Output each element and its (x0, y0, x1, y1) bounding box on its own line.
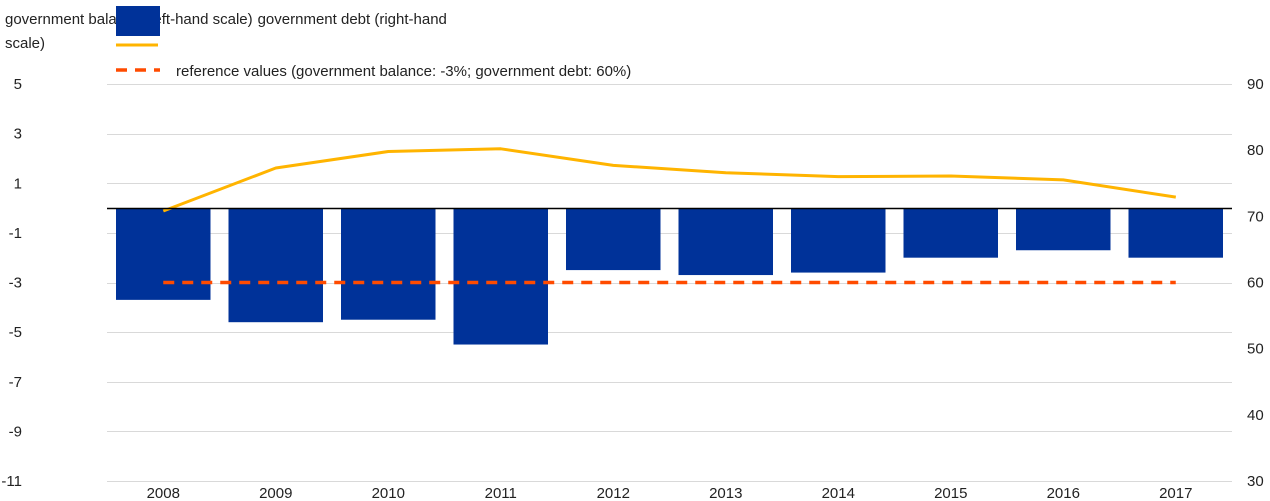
x-tick-label: 2011 (485, 485, 517, 501)
balance-bar-2011 (453, 208, 548, 345)
balance-bar-2013 (678, 208, 773, 276)
legend-swatch-balance (116, 6, 160, 36)
x-tick-label: 2009 (259, 485, 292, 501)
balance-bar-2010 (341, 208, 436, 320)
x-tick-label: 2017 (1159, 485, 1192, 501)
balance-bar-2009 (228, 208, 323, 323)
right-tick-label: 60 (1247, 275, 1264, 292)
balance-bar-2017 (1128, 208, 1223, 258)
x-tick-label: 2010 (372, 485, 405, 501)
right-tick-label: 90 (1247, 76, 1264, 93)
left-tick-label: -7 (9, 374, 22, 391)
right-tick-label: 50 (1247, 341, 1264, 358)
x-tick-label: 2012 (597, 485, 630, 501)
balance-bar-2012 (566, 208, 661, 271)
right-tick-label: 30 (1247, 473, 1264, 490)
legend-label-debt: government debt (right-hand (258, 11, 447, 28)
x-tick-label: 2013 (709, 485, 742, 501)
balance-bars (116, 208, 1223, 345)
left-tick-label: -3 (9, 275, 22, 292)
balance-bar-2016 (1016, 208, 1111, 251)
x-tick-label: 2008 (147, 485, 180, 501)
balance-bar-2015 (903, 208, 998, 258)
x-tick-label: 2015 (934, 485, 967, 501)
left-tick-label: -1 (9, 225, 22, 242)
balance-bar-2014 (791, 208, 886, 273)
legend-label-reference: reference values (government balance: -3… (176, 63, 631, 80)
legend: government balance (left-hand scale) gov… (5, 6, 631, 80)
debt-line (162, 147, 1177, 213)
debt-line-layer (162, 147, 1177, 213)
right-tick-label: 40 (1247, 407, 1264, 424)
x-tick-label: 2016 (1047, 485, 1080, 501)
left-tick-label: 5 (14, 76, 22, 93)
right-tick-label: 70 (1247, 208, 1264, 225)
left-tick-label: 1 (14, 175, 22, 192)
right-axis-ticks: 90 80 70 60 50 40 30 (1247, 76, 1264, 490)
left-tick-label: -9 (9, 423, 22, 440)
right-tick-label: 80 (1247, 142, 1264, 159)
left-axis-ticks: 5 3 1 -1 -3 -5 -7 -9 -11 (1, 76, 22, 490)
legend-label-scale-wrap: scale) (5, 35, 45, 52)
left-tick-label: -5 (9, 324, 22, 341)
left-tick-label: -11 (1, 473, 22, 490)
balance-bar-2008 (116, 208, 211, 300)
x-tick-label: 2014 (822, 485, 855, 501)
x-axis-ticks: 2008 2009 2010 2011 2012 2013 2014 2015 2016 2017 (147, 485, 1193, 501)
left-tick-label: 3 (14, 126, 22, 143)
